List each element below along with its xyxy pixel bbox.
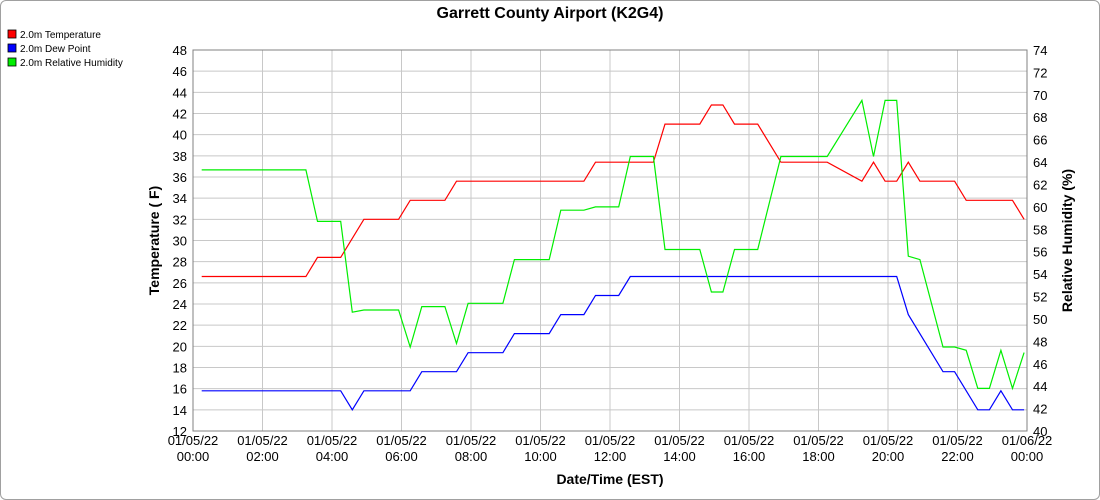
x-tick-date: 01/06/22 <box>1002 433 1053 448</box>
legend-label-2-0m-temperature: 2.0m Temperature <box>20 30 101 41</box>
y2-tick-label: 52 <box>1033 290 1047 305</box>
series-line-2-0m-relative-humidity <box>201 98 1025 391</box>
y2-tick-label: 48 <box>1033 334 1047 349</box>
series-line-2-0m-dew-point <box>201 275 1025 411</box>
x-tick-date: 01/05/22 <box>168 433 219 448</box>
y-tick-label: 16 <box>173 382 187 397</box>
right-axis-label: Relative Humidity (%) <box>1059 169 1075 312</box>
x-tick-time: 00:00 <box>1011 449 1044 464</box>
x-tick-time: 06:00 <box>385 449 418 464</box>
x-tick-date: 01/05/22 <box>307 433 358 448</box>
y-tick-label: 18 <box>173 361 187 376</box>
y2-tick-label: 60 <box>1033 200 1047 215</box>
y-tick-label: 40 <box>173 128 187 143</box>
y-tick-label: 42 <box>173 107 187 122</box>
x-tick-time: 18:00 <box>802 449 835 464</box>
y-tick-label: 38 <box>173 149 187 164</box>
y-tick-label: 22 <box>173 318 187 333</box>
x-tick-time: 22:00 <box>941 449 974 464</box>
x-tick-date: 01/05/22 <box>863 433 914 448</box>
y2-tick-label: 40 <box>1033 424 1047 439</box>
y2-tick-label: 50 <box>1033 312 1047 327</box>
y2-tick-label: 44 <box>1033 379 1047 394</box>
x-tick-time: 16:00 <box>733 449 766 464</box>
y-tick-label: 34 <box>173 191 187 206</box>
x-tick-date: 01/05/22 <box>376 433 427 448</box>
legend: 2.0m Temperature 2.0m Dew Point 2.0m Relat… <box>7 29 123 69</box>
x-tick-time: 20:00 <box>872 449 905 464</box>
y-tick-label: 44 <box>173 85 187 100</box>
y-tick-label: 36 <box>173 170 187 185</box>
y2-tick-label: 72 <box>1033 65 1047 80</box>
y-tick-label: 12 <box>173 424 187 439</box>
x-tick-date: 01/05/22 <box>793 433 844 448</box>
chart-title: Garrett County Airport (K2G4) <box>437 5 664 22</box>
x-tick-time: 02:00 <box>246 449 279 464</box>
series-lines <box>201 98 1025 411</box>
x-tick-date: 01/05/22 <box>446 433 497 448</box>
x-tick-date: 01/05/22 <box>515 433 566 448</box>
y-tick-label: 30 <box>173 234 187 249</box>
y-tick-label: 28 <box>173 255 187 270</box>
y2-tick-label: 56 <box>1033 245 1047 260</box>
y-tick-label: 46 <box>173 64 187 79</box>
legend-label-2-0m-dew-point: 2.0m Dew Point <box>20 44 91 55</box>
grid-lines <box>192 49 1028 432</box>
y2-tick-label: 64 <box>1033 155 1047 170</box>
y2-tick-label: 42 <box>1033 402 1047 417</box>
y-tick-label: 32 <box>173 212 187 227</box>
x-tick-date: 01/05/22 <box>237 433 288 448</box>
legend-swatch-2-0m-dew-point <box>7 43 17 53</box>
legend-swatch-2-0m-relative-humidity <box>7 57 17 67</box>
y-tick-label: 20 <box>173 339 187 354</box>
y-tick-label: 24 <box>173 297 187 312</box>
legend-label-2-0m-relative-humidity: 2.0m Relative Humidity <box>20 58 123 69</box>
x-tick-time: 10:00 <box>524 449 557 464</box>
x-axis-ticks: 01/05/2200:0001/05/2202:0001/05/2204:000… <box>168 433 1053 464</box>
x-tick-date: 01/05/22 <box>585 433 636 448</box>
y2-tick-label: 58 <box>1033 222 1047 237</box>
y-tick-label: 26 <box>173 276 187 291</box>
x-tick-date: 01/05/22 <box>724 433 775 448</box>
y2-tick-label: 66 <box>1033 133 1047 148</box>
x-tick-time: 12:00 <box>594 449 627 464</box>
y2-tick-label: 68 <box>1033 110 1047 125</box>
y-tick-label: 14 <box>173 403 187 418</box>
y2-tick-label: 46 <box>1033 357 1047 372</box>
x-tick-time: 04:00 <box>316 449 349 464</box>
x-tick-date: 01/05/22 <box>932 433 983 448</box>
left-axis-ticks: 12 14 16 18 20 22 24 26 28 30 32 34 36 38 40 42 44 46 48 <box>173 43 187 439</box>
plot-area <box>192 49 1028 432</box>
y2-tick-label: 70 <box>1033 88 1047 103</box>
series-line-2-0m-temperature <box>201 104 1025 278</box>
legend-swatch-2-0m-temperature <box>7 29 17 39</box>
x-tick-time: 14:00 <box>663 449 696 464</box>
x-tick-time: 00:00 <box>177 449 210 464</box>
y-tick-label: 48 <box>173 43 187 58</box>
right-axis-ticks: 40 42 44 46 48 50 52 54 56 58 60 62 64 66 68 70 72 74 <box>1033 43 1047 439</box>
left-axis-label: Temperature ( F) <box>146 186 162 295</box>
x-axis-label: Date/Time (EST) <box>556 471 663 487</box>
y2-tick-label: 54 <box>1033 267 1047 282</box>
x-tick-time: 08:00 <box>455 449 488 464</box>
y2-tick-label: 74 <box>1033 43 1047 58</box>
x-tick-date: 01/05/22 <box>654 433 705 448</box>
y2-tick-label: 62 <box>1033 177 1047 192</box>
